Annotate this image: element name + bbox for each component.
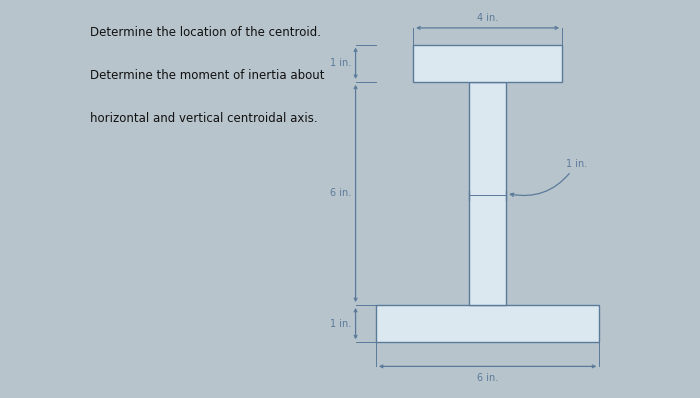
Text: 1 in.: 1 in. <box>330 58 351 68</box>
Text: 1 in.: 1 in. <box>510 159 587 197</box>
Bar <box>413 45 562 82</box>
Text: Determine the moment of inertia about: Determine the moment of inertia about <box>90 69 324 82</box>
Text: horizontal and vertical centroidal axis.: horizontal and vertical centroidal axis. <box>90 111 317 125</box>
Bar <box>469 82 506 305</box>
Text: 1 in.: 1 in. <box>330 319 351 329</box>
Bar <box>376 305 599 342</box>
Text: 6 in.: 6 in. <box>330 188 351 199</box>
Text: 6 in.: 6 in. <box>477 373 498 383</box>
Text: 4 in.: 4 in. <box>477 14 498 23</box>
Text: Determine the location of the centroid.: Determine the location of the centroid. <box>90 26 321 39</box>
